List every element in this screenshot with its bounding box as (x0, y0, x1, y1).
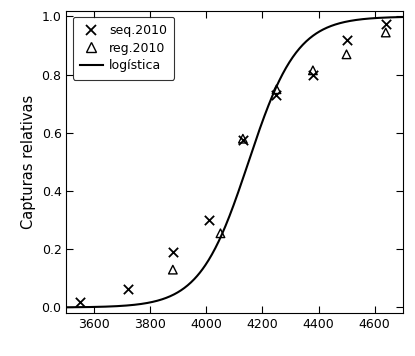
Point (77, 299, 84, 304)
Point (239, 136, 246, 142)
Point (273, 92, 280, 98)
Point (310, 68, 316, 73)
Point (124, 286, 131, 292)
Point (239, 137, 246, 143)
Point (217, 230, 224, 236)
Point (169, 249, 176, 255)
Point (273, 87, 280, 92)
Point (169, 267, 176, 272)
Point (383, 21, 389, 27)
Point (343, 52, 350, 57)
Legend: seq.2010, reg.2010, logística: seq.2010, reg.2010, logística (73, 17, 174, 80)
Point (310, 72, 316, 78)
Y-axis label: Capturas relativas: Capturas relativas (21, 95, 36, 229)
Point (206, 217, 212, 223)
Point (383, 30, 389, 35)
Point (343, 37, 350, 43)
